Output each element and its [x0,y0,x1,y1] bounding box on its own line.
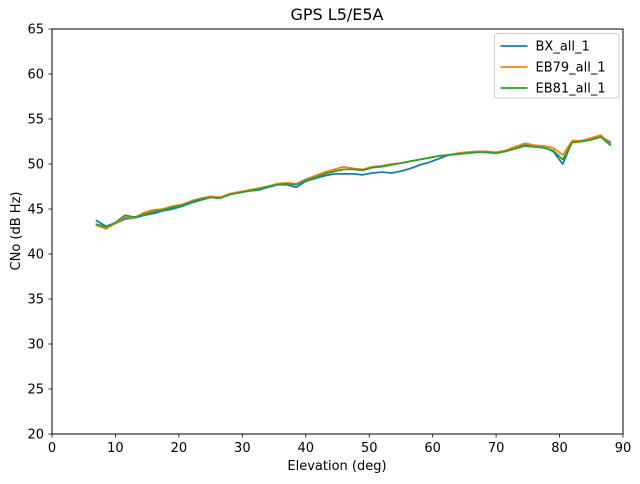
x-tick-label: 20 [171,441,188,456]
legend-label-EB79_all_1: EB79_all_1 [536,61,606,76]
x-tick-label: 60 [424,441,441,456]
y-tick-label: 35 [27,293,44,308]
series-line-EB81_all_1 [95,136,612,228]
x-tick-label: 90 [615,441,632,456]
x-tick-label: 10 [107,441,124,456]
x-tick-label: 0 [48,441,56,456]
axes-layer: 0 10 20 30 40 50 60 70 80 90 20 25 30 35 40 45 50 55 60 65 B… [27,23,631,457]
y-axis-label: CNo (dB Hz) [9,192,24,271]
series-line-EB79_all_1 [95,134,612,230]
series-line-BX_all_1 [95,135,612,228]
x-tick-label: 40 [298,441,315,456]
legend-label-EB81_all_1: EB81_all_1 [536,82,606,97]
legend-label-BX_all_1: BX_all_1 [536,40,590,55]
chart-title: GPS L5/E5A [290,5,383,24]
y-tick-label: 55 [27,113,44,128]
plot-border [51,28,624,435]
y-tick-label: 20 [27,428,44,443]
x-tick-label: 50 [361,441,378,456]
y-tick-label: 30 [27,338,44,353]
y-tick-label: 50 [27,158,44,173]
x-axis-label: Elevation (deg) [287,459,386,474]
y-tick-label: 65 [27,23,44,38]
y-tick-label: 45 [27,203,44,218]
y-tick-label: 25 [27,383,44,398]
legend-box [494,33,620,99]
x-tick-label: 30 [234,441,251,456]
x-tick-label: 70 [488,441,505,456]
x-tick-label: 80 [551,441,568,456]
y-tick-label: 60 [27,68,44,83]
y-tick-label: 40 [27,248,44,263]
